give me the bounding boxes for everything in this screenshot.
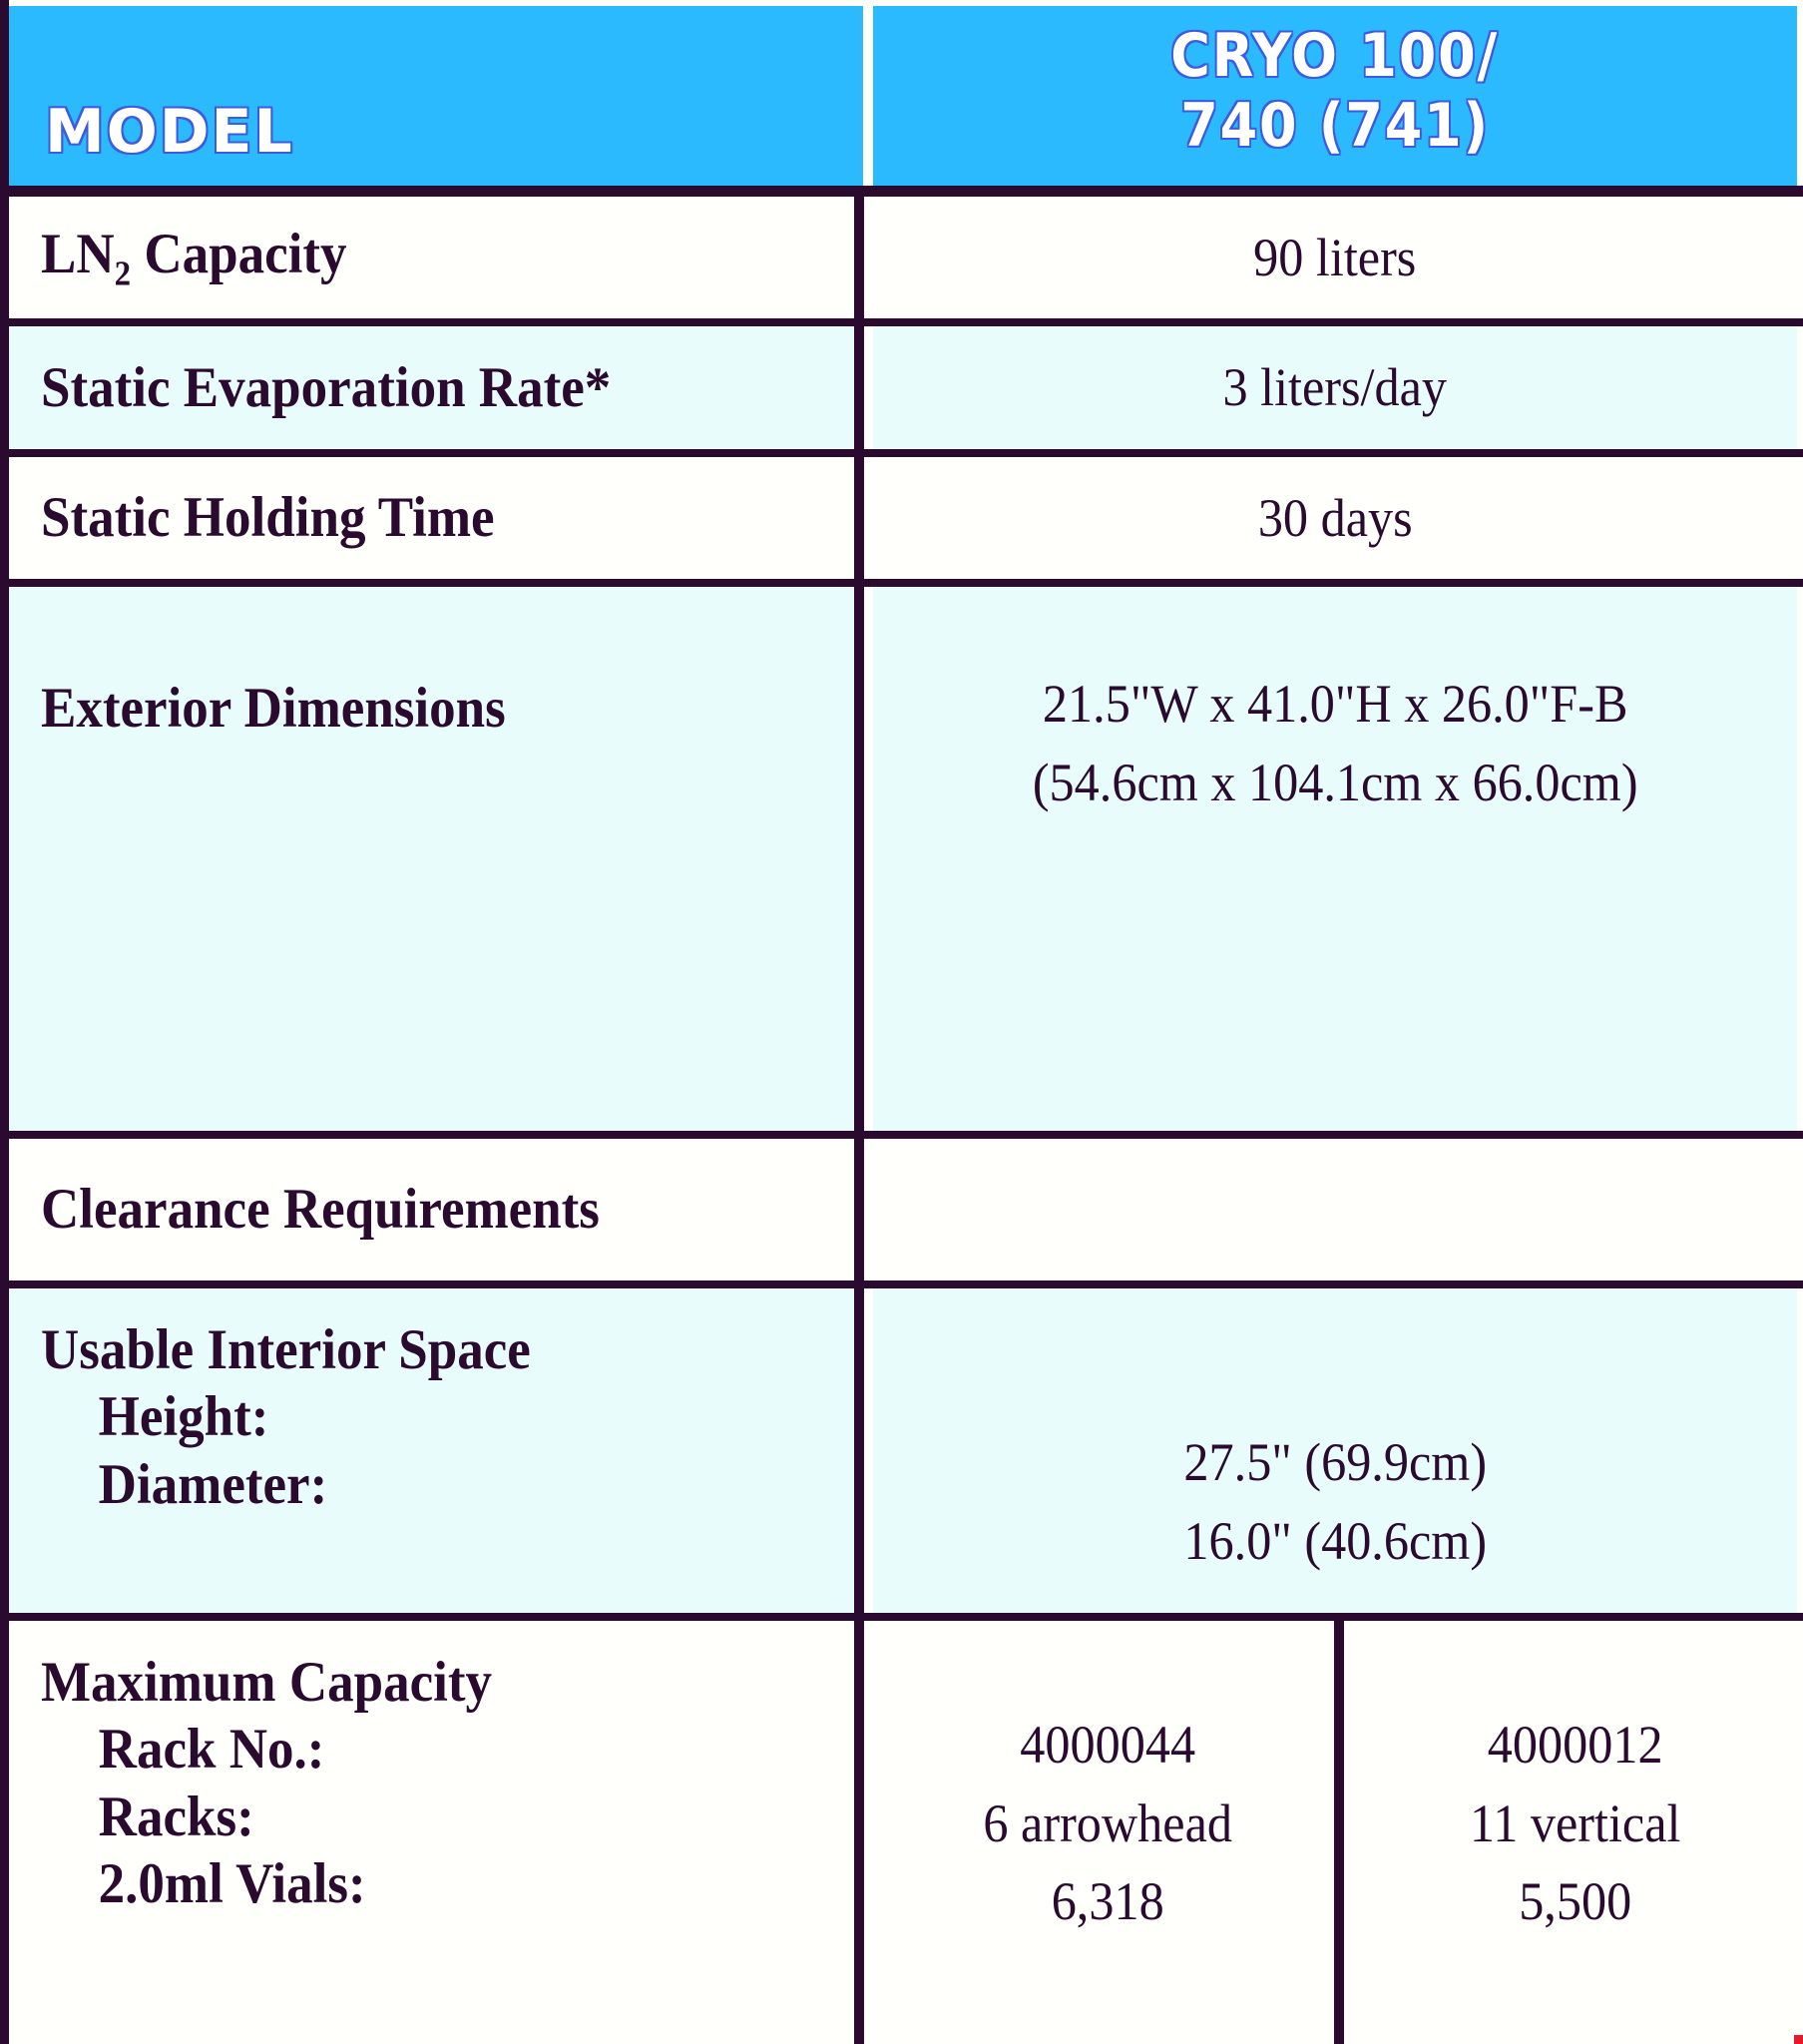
table-row-ln2-capacity: LN2 Capacity 90 liters (9, 197, 1797, 318)
value-racks-a: 6 arrowhead (983, 1792, 1233, 1853)
rule-below-row3 (0, 579, 1803, 587)
value-vials-b: 5,500 (1518, 1871, 1631, 1932)
column-divider-row7 (854, 1621, 864, 2044)
value-ln2-capacity: 90 liters (1253, 227, 1417, 287)
label-maximum-capacity-group: Maximum Capacity Rack No.: Racks: 2.0ml … (41, 1649, 492, 1917)
table-header-band: MODEL CRYO 100/ 740 (741) (9, 6, 1797, 186)
cell-label-static-evaporation: Static Evaporation Rate* (9, 326, 863, 449)
cell-value-static-holding-time: 30 days (873, 457, 1797, 579)
label-clearance-requirements: Clearance Requirements (41, 1178, 600, 1242)
label-static-holding-time: Static Holding Time (41, 486, 495, 550)
cell-value-maximum-capacity-col-b: 4000012 11 vertical 5,500 (1353, 1621, 1797, 2044)
label-usable-interior-space: Usable Interior Space (41, 1318, 531, 1381)
value-usable-height: 27.5" (69.9cm) (1183, 1432, 1487, 1493)
value-vials-a: 6,318 (1052, 1871, 1164, 1932)
cell-label-ln2-capacity: LN2 Capacity (9, 197, 863, 318)
header-cell-model: MODEL (9, 6, 863, 186)
rule-below-header (0, 186, 1803, 197)
value-static-evaporation: 3 liters/day (1222, 357, 1448, 418)
column-divider-row5 (854, 1139, 864, 1280)
value-static-holding-time: 30 days (1257, 487, 1413, 548)
value-group-col-a: 4000044 6 arrowhead 6,318 (984, 1706, 1233, 1941)
rule-below-row2 (0, 449, 1803, 457)
value-usable-diameter: 16.0" (40.6cm) (1183, 1511, 1487, 1572)
table-row-usable-interior-space: Usable Interior Space Height: Diameter: … (9, 1288, 1797, 1613)
label-usable-interior-space-group: Usable Interior Space Height: Diameter: (41, 1316, 531, 1518)
table-row-maximum-capacity: Maximum Capacity Rack No.: Racks: 2.0ml … (9, 1621, 1797, 2044)
rule-below-row6 (0, 1613, 1803, 1621)
column-divider-row1 (854, 197, 864, 318)
rule-below-row4 (0, 1131, 1803, 1139)
value-group-col-b: 4000012 11 vertical 5,500 (1470, 1706, 1680, 1941)
label-static-evaporation: Static Evaporation Rate* (41, 355, 612, 419)
cell-label-static-holding-time: Static Holding Time (9, 457, 863, 579)
cell-value-static-evaporation: 3 liters/day (873, 326, 1797, 449)
label-vials: 2.0ml Vials: (98, 1851, 366, 1915)
value-rack-no-a: 4000044 (1020, 1714, 1196, 1775)
table-left-border (0, 0, 9, 2044)
cell-value-clearance-requirements (873, 1139, 1797, 1280)
table-row-static-evaporation: Static Evaporation Rate* 3 liters/day (9, 326, 1797, 449)
value-racks-b: 11 vertical (1469, 1792, 1681, 1853)
column-divider-row4 (854, 587, 864, 1131)
rule-below-row5 (0, 1280, 1803, 1288)
corner-artifact-dot (1794, 2035, 1803, 2044)
cell-value-ln2-capacity: 90 liters (873, 197, 1797, 318)
rule-below-row1 (0, 318, 1803, 326)
cell-value-maximum-capacity-col-a: 4000044 6 arrowhead 6,318 (873, 1621, 1343, 2044)
value-rack-no-b: 4000012 (1487, 1714, 1663, 1775)
value-exterior-dimensions: 21.5"W x 41.0"H x 26.0"F-B (54.6cm x 104… (1033, 665, 1638, 822)
column-divider-row3 (854, 457, 864, 579)
label-usable-height: Height: (98, 1385, 269, 1449)
label-maximum-capacity: Maximum Capacity (41, 1651, 493, 1714)
label-usable-diameter: Diameter: (98, 1452, 328, 1516)
value-usable-interior-space: 27.5" (69.9cm) 16.0" (40.6cm) (1183, 1423, 1487, 1581)
cell-value-exterior-dimensions: 21.5"W x 41.0"H x 26.0"F-B (54.6cm x 104… (873, 587, 1797, 1131)
column-divider-row2 (854, 326, 864, 449)
cell-label-usable-interior-space: Usable Interior Space Height: Diameter: (9, 1288, 863, 1613)
table-row-clearance-requirements: Clearance Requirements (9, 1139, 1797, 1280)
header-cell-cryo: CRYO 100/ 740 (741) (873, 6, 1797, 186)
cell-label-clearance-requirements: Clearance Requirements (9, 1139, 863, 1280)
label-ln2-capacity: LN2 Capacity (41, 222, 347, 293)
table-row-static-holding-time: Static Holding Time 30 days (9, 457, 1797, 579)
label-rack-no: Rack No.: (98, 1718, 325, 1782)
value-exterior-dimensions-cm: (54.6cm x 104.1cm x 66.0cm) (1032, 752, 1638, 812)
header-model-label: MODEL (45, 97, 294, 167)
label-racks: Racks: (98, 1785, 254, 1848)
label-exterior-dimensions: Exterior Dimensions (41, 677, 506, 740)
sub-column-divider-row7 (1334, 1621, 1344, 2044)
table-row-exterior-dimensions: Exterior Dimensions 21.5"W x 41.0"H x 26… (9, 587, 1797, 1131)
header-cryo-line1: CRYO 100/ (1170, 21, 1500, 91)
header-cryo-line2: 740 (741) (1180, 90, 1490, 161)
cell-label-exterior-dimensions: Exterior Dimensions (9, 587, 863, 1131)
value-exterior-dimensions-inches: 21.5"W x 41.0"H x 26.0"F-B (1042, 674, 1628, 734)
column-divider-row6 (854, 1288, 864, 1613)
cell-value-usable-interior-space: 27.5" (69.9cm) 16.0" (40.6cm) (873, 1288, 1797, 1613)
cell-label-maximum-capacity: Maximum Capacity Rack No.: Racks: 2.0ml … (9, 1621, 863, 2044)
